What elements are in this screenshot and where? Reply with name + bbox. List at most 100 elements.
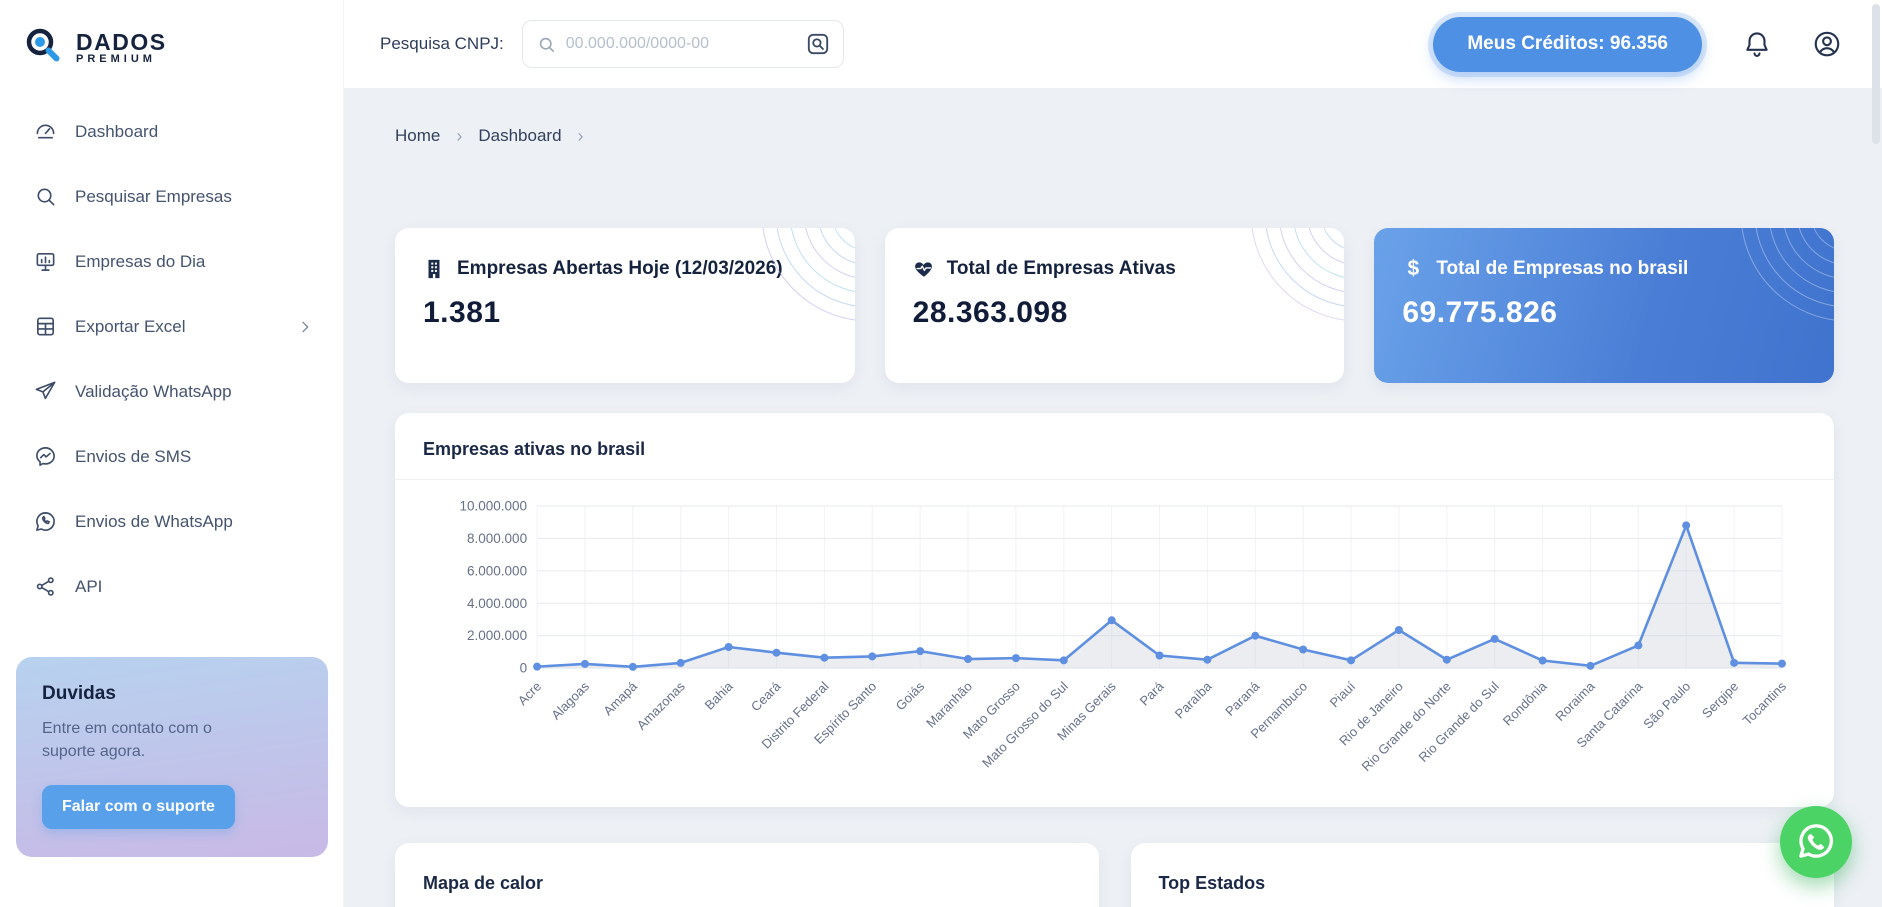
support-card: Duvidas Entre em contato com o suporte a… [16,656,328,857]
cnpj-search-input[interactable] [565,35,803,53]
bell-icon [1742,32,1772,62]
svg-text:Paraná: Paraná [1222,678,1263,719]
support-card-title: Duvidas [42,682,116,704]
stats-row: Empresas Abertas Hoje (12/03/2026) 1.381… [395,228,1834,383]
breadcrumb-separator: › [456,125,463,146]
account-button[interactable] [1812,29,1842,59]
state-line-chart: 0 2.000.000 4.000.000 6.000.000 8.000.000 10.… [460,499,1790,775]
topbar: Pesquisa CNPJ: Meus Créditos: 96.356 [344,0,1882,88]
stat-card-total-empresas-ativas: Total de Empresas Ativas 28.363.098 [884,228,1345,383]
sidebar-item-label: Envios de WhatsApp [75,511,233,531]
chart-card: Empresas ativas no brasil 0 2.000.000 4.00… [395,413,1834,807]
whatsapp-fab-button[interactable] [1780,806,1852,878]
svg-text:10.000.000: 10.000.000 [460,499,528,514]
sidebar-item-label: Pesquisar Empresas [75,186,232,206]
svg-text:Amazonas: Amazonas [634,678,688,732]
stat-value: 69.775.826 [1402,296,1558,329]
logo-magnifier-icon [22,24,64,71]
main-content: Home › Dashboard › Empresas Abertas Hoje… [344,88,1882,907]
sidebar-item-dashboard[interactable]: Dashboard [0,99,343,164]
stat-value: 1.381 [423,296,501,329]
sidebar-item-label: Dashboard [75,121,159,141]
bottom-row: Mapa de calor Top Estados [395,843,1834,907]
svg-text:São Paulo: São Paulo [1640,679,1693,732]
top-states-card: Top Estados [1130,843,1834,907]
svg-text:2.000.000: 2.000.000 [467,628,527,643]
svg-text:4.000.000: 4.000.000 [467,596,527,611]
search-icon [34,185,57,208]
dollar-icon: $ [1407,257,1420,280]
chart-board-icon [34,250,57,273]
user-circle-icon [1812,31,1842,62]
sidebar-item-label: Envios de SMS [75,446,192,466]
sidebar-item-label: API [75,576,103,596]
chevron-right-icon [297,319,313,335]
cnpj-search-box [521,20,844,68]
logo-text: DADOS PREMIUM [76,30,167,66]
paper-plane-icon [34,380,57,403]
svg-text:Paraíba: Paraíba [1172,678,1215,721]
whatsapp-icon [34,510,57,533]
sidebar-item-envios-de-whatsapp[interactable]: Envios de WhatsApp [0,489,343,554]
svg-text:Bahia: Bahia [702,678,737,713]
notifications-button[interactable] [1742,29,1772,59]
svg-text:Ceará: Ceará [748,678,784,714]
svg-text:Rondônia: Rondônia [1500,678,1551,729]
chart-title: Empresas ativas no brasil [395,413,1834,480]
stat-title: Empresas Abertas Hoje (12/03/2026) [457,258,783,279]
stat-card-total-empresas-brasil: $ Total de Empresas no brasil 69.775.826 [1374,228,1834,383]
logo-line2: PREMIUM [76,52,156,65]
top-states-card-title: Top Estados [1158,873,1266,893]
stat-card-empresas-abertas-hoje: Empresas Abertas Hoje (12/03/2026) 1.381 [395,228,855,383]
sidebar-item-validacao-whatsapp[interactable]: Validação WhatsApp [0,359,343,424]
sidebar-item-label: Exportar Excel [75,316,186,336]
svg-text:Pará: Pará [1137,678,1168,709]
svg-text:6.000.000: 6.000.000 [467,563,527,578]
logo-line1: DADOS [76,28,167,55]
svg-text:Rio Grande do Sul: Rio Grande do Sul [1416,679,1502,765]
svg-text:Piauí: Piauí [1327,678,1359,710]
sidebar-item-label: Validação WhatsApp [75,381,232,401]
svg-text:Goiás: Goiás [893,678,928,713]
sidebar: DADOS PREMIUM Dashboard Pesquisar Empres… [0,0,344,907]
svg-text:Amapá: Amapá [600,678,640,718]
svg-text:Rio Grande do Norte: Rio Grande do Norte [1359,679,1454,774]
share-nodes-icon [34,575,57,598]
messenger-icon [34,445,57,468]
svg-text:8.000.000: 8.000.000 [467,531,527,546]
chart-body: 0 2.000.000 4.000.000 6.000.000 8.000.000 10.… [395,480,1834,807]
sidebar-item-api[interactable]: API [0,554,343,619]
breadcrumb-dashboard[interactable]: Dashboard [478,126,562,145]
breadcrumb: Home › Dashboard › [395,124,1834,148]
contact-support-button[interactable]: Falar com o suporte [42,785,235,829]
gauge-icon [34,120,57,143]
sidebar-item-pesquisar-empresas[interactable]: Pesquisar Empresas [0,164,343,229]
svg-text:Sergipe: Sergipe [1699,679,1741,721]
sidebar-item-exportar-excel[interactable]: Exportar Excel [0,294,343,359]
heart-pulse-icon [913,258,935,280]
stat-title: Total de Empresas Ativas [946,258,1176,279]
advanced-search-button[interactable] [803,29,833,59]
heatmap-card: Mapa de calor [395,843,1099,907]
heatmap-card-title: Mapa de calor [423,873,544,893]
search-icon [537,35,556,54]
stat-value: 28.363.098 [912,296,1068,329]
whatsapp-icon [1794,819,1838,866]
sidebar-item-label: Empresas do Dia [75,251,206,271]
svg-text:Acre: Acre [515,679,545,709]
support-card-text: Entre em contato com o suporte agora. [42,719,212,760]
building-icon [423,258,445,280]
breadcrumb-home[interactable]: Home [395,126,441,145]
sidebar-item-envios-de-sms[interactable]: Envios de SMS [0,424,343,489]
svg-text:Tocantins: Tocantins [1740,678,1790,728]
svg-text:Mato Grosso do Sul: Mato Grosso do Sul [979,679,1071,771]
credits-button[interactable]: Meus Créditos: 96.356 [1433,16,1702,72]
sidebar-item-empresas-do-dia[interactable]: Empresas do Dia [0,229,343,294]
scrollbar-thumb[interactable] [1872,4,1880,144]
cnpj-search-label: Pesquisa CNPJ: [380,34,504,53]
breadcrumb-separator: › [577,125,584,146]
svg-text:0: 0 [520,661,528,676]
logo[interactable]: DADOS PREMIUM [0,0,343,89]
svg-text:Alagoas: Alagoas [548,678,592,722]
stat-title: Total de Empresas no brasil [1436,258,1689,279]
